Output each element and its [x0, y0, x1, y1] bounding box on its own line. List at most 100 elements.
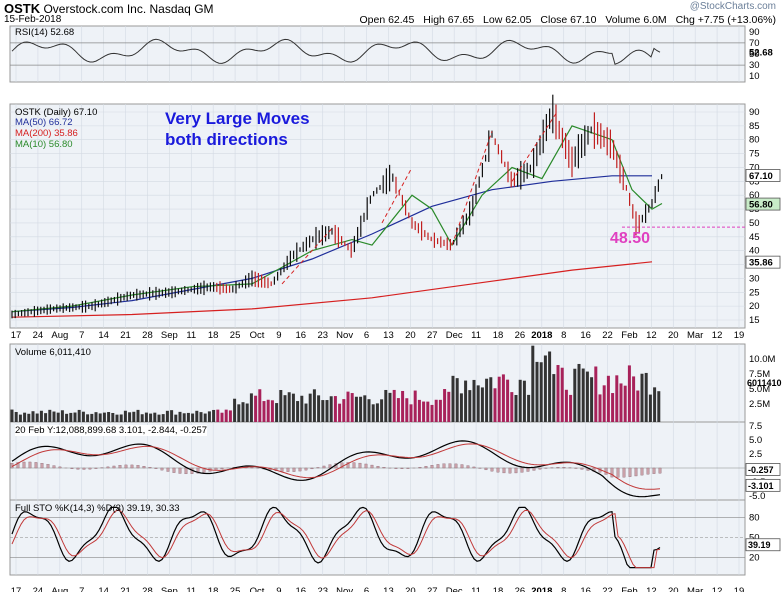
volume-bar [241, 402, 245, 422]
macd-histogram-bar [160, 467, 164, 471]
x-axis-label-top: 22 [602, 330, 613, 341]
volume-bar [224, 409, 228, 422]
x-axis-label-bottom: Oct [250, 586, 265, 592]
macd-histogram-bar [82, 467, 86, 470]
sto-label: Full STO %K(14,3) %D(3) 39.19, 30.33 [15, 503, 180, 514]
macd-histogram-bar [466, 465, 470, 469]
volume-bar [468, 390, 472, 422]
volume-bar [258, 389, 262, 422]
macd-histogram-bar [142, 466, 146, 469]
volume-bar [531, 345, 535, 422]
price-axis-tick: 75 [749, 149, 760, 160]
volume-bar [472, 379, 476, 422]
macd-histogram-bar [508, 467, 512, 474]
macd-histogram-bar [34, 462, 38, 469]
volume-bar [354, 396, 358, 422]
volume-bar [359, 396, 363, 422]
volume-bar [107, 412, 111, 422]
volume-bar [409, 404, 413, 422]
macd-histogram-bar [610, 467, 614, 478]
volume-bar [581, 368, 585, 422]
x-axis-label-bottom: Dec [446, 586, 463, 592]
price-tag-box [745, 169, 781, 182]
macd-histogram-bar [376, 466, 380, 469]
price-axis-tick: 60 [749, 190, 760, 201]
price-axis-tick: 30 [749, 273, 760, 284]
ma10-label: MA(10) 56.80 [15, 139, 73, 150]
volume-bar [367, 399, 371, 422]
open-value: Open 62.45 [359, 14, 415, 26]
volume-bar [338, 403, 342, 422]
price-axis-tick: 90 [749, 107, 760, 118]
volume-bar [480, 387, 484, 422]
change-value: Chg +7.75 (+13.06%) [675, 14, 776, 26]
volume-bar [384, 389, 388, 422]
x-axis-label-bottom: 8 [561, 586, 566, 592]
volume-bar [157, 414, 161, 422]
volume-bar [10, 409, 14, 422]
macd-histogram-bar [484, 467, 488, 471]
x-axis-label-top: 20 [405, 330, 416, 341]
volume-bar [501, 374, 505, 422]
volume-bar [560, 367, 564, 422]
x-axis-label-top: Feb [621, 330, 637, 341]
volume-bar [527, 394, 531, 422]
volume-bar [98, 413, 102, 422]
x-axis-label-top: 16 [296, 330, 307, 341]
volume-bar [380, 399, 384, 422]
volume-bar [443, 389, 447, 422]
price-axis-tick: 85 [749, 121, 760, 132]
volume-bar [136, 409, 140, 422]
macd-histogram-bar [340, 462, 344, 469]
volume-bar [342, 399, 346, 422]
price-panel-frame [9, 103, 746, 329]
volume-bar [220, 412, 224, 422]
macd-histogram-bar [502, 467, 506, 474]
macd-histogram-bar [514, 467, 518, 474]
volume-bar [199, 412, 203, 422]
ma50-label: MA(50) 66.72 [15, 117, 73, 128]
annotation-line-1: Very Large Moves [165, 109, 310, 128]
macd-histogram-bar [406, 467, 410, 469]
x-axis-label-top: 18 [208, 330, 219, 341]
volume-bar [86, 414, 90, 422]
macd-histogram-bar [58, 466, 62, 469]
x-axis-label-bottom: 12 [646, 586, 657, 592]
macd-histogram-bar [430, 465, 434, 469]
volume-bar [287, 392, 291, 422]
volume-bar [228, 410, 232, 422]
volume-bar [56, 412, 60, 422]
volume-bar [144, 412, 148, 422]
volume-bar [657, 391, 661, 422]
volume-bar [44, 413, 48, 422]
x-axis-label-bottom: 26 [515, 586, 526, 592]
volume-bar [506, 379, 510, 422]
volume-bar [174, 414, 178, 422]
price-axis-tick: 15 [749, 315, 760, 326]
volume-bar [35, 413, 39, 422]
volume-value: Volume 6.0M [605, 14, 667, 26]
sto-axis-tick: 80 [749, 512, 760, 523]
x-axis-label-bottom: 27 [427, 586, 438, 592]
x-axis-label-top: 18 [493, 330, 504, 341]
volume-bar [170, 410, 174, 422]
volume-bar [413, 390, 417, 422]
volume-bar [123, 410, 127, 422]
volume-bar [182, 413, 186, 422]
volume-bar [308, 393, 312, 422]
low-value: Low 62.05 [483, 14, 532, 26]
volume-bar [447, 391, 451, 422]
macd-axis-tick: 7.5 [749, 421, 762, 432]
macd-label-date: 20 Feb Y:12,088,899.68 [15, 425, 117, 436]
macd-histogram-bar [364, 463, 368, 469]
volume-bar [149, 413, 153, 422]
price-tag: 67.10 [749, 171, 773, 182]
x-axis-label-bottom: 19 [734, 586, 745, 592]
volume-bar [321, 400, 325, 422]
price-axis-tick: 45 [749, 232, 760, 243]
macd-histogram-bar [94, 467, 98, 469]
volume-bar [438, 399, 442, 422]
x-axis-label-bottom: 14 [98, 586, 109, 592]
macd-histogram-bar [472, 466, 476, 469]
macd-tag: -3.101 [748, 481, 774, 491]
